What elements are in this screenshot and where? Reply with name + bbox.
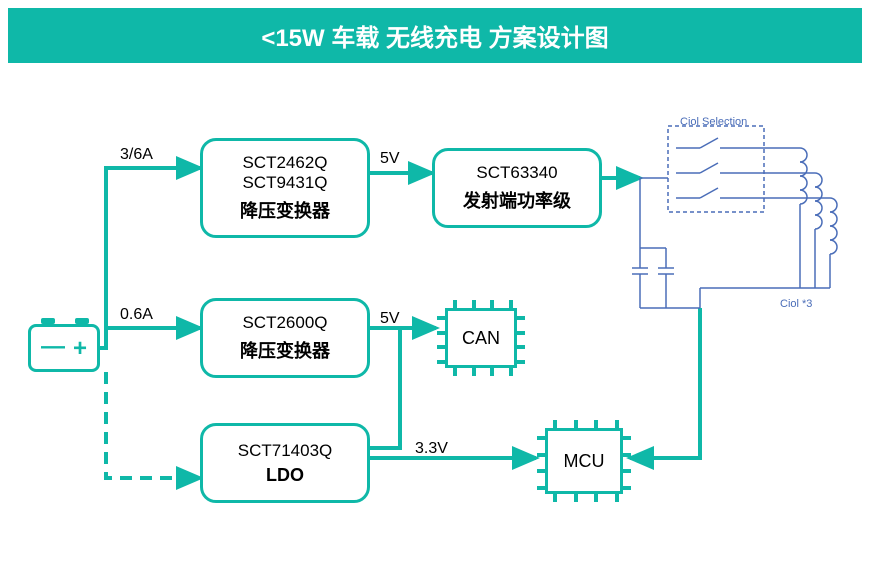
- chip-label: CAN: [462, 328, 500, 349]
- edge-label: 3/6A: [120, 146, 153, 164]
- block-label: 降压变换器: [240, 337, 330, 363]
- block-label: 降压变换器: [240, 197, 330, 223]
- ldo-block: SCT71403Q LDO: [200, 423, 370, 503]
- part: SCT9431Q: [242, 173, 327, 193]
- buck1-block: SCT2462Q SCT9431Q 降压变换器: [200, 138, 370, 238]
- edge-label: 0.6A: [120, 306, 153, 324]
- part: SCT71403Q: [238, 441, 333, 461]
- diagram-canvas: [0, 8, 870, 562]
- part: SCT63340: [476, 163, 557, 183]
- coil-sel-label: Ciol Selection: [680, 116, 747, 128]
- tx-block: SCT63340 发射端功率级: [432, 148, 602, 228]
- buck2-block: SCT2600Q 降压变换器: [200, 298, 370, 378]
- block-label: LDO: [266, 465, 304, 486]
- chip-label: MCU: [564, 451, 605, 472]
- coil-mult-label: Ciol *3: [780, 298, 812, 310]
- edge-label: 3.3V: [415, 440, 448, 458]
- battery-icon: — +: [28, 324, 100, 372]
- part: SCT2462Q: [242, 153, 327, 173]
- edge-label: 5V: [380, 150, 400, 168]
- part: SCT2600Q: [242, 313, 327, 333]
- mcu-chip: MCU: [545, 428, 623, 494]
- can-chip: CAN: [445, 308, 517, 368]
- block-label: 发射端功率级: [463, 187, 571, 213]
- edge-label: 5V: [380, 310, 400, 328]
